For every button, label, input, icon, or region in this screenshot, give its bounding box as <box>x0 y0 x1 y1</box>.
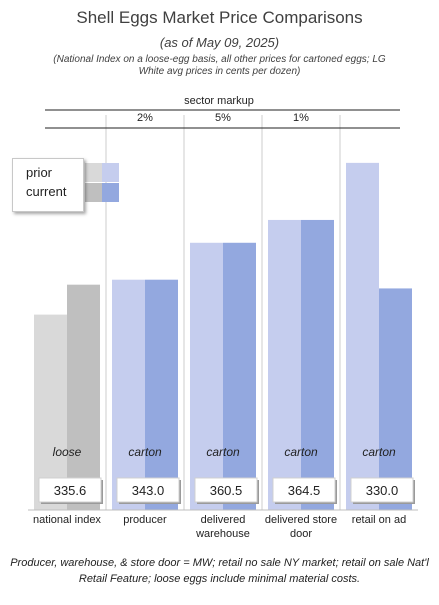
markup-value: 1% <box>293 112 309 124</box>
packaging-label: carton <box>284 445 318 459</box>
bar-prior <box>346 162 379 510</box>
legend-swatch-prior-carton <box>102 163 119 182</box>
value-label: 360.5 <box>210 483 243 498</box>
legend-swatch-current-loose <box>85 183 102 202</box>
legend-swatches <box>13 159 83 211</box>
chart-subtitle: (as of May 09, 2025) <box>159 35 280 50</box>
chart-footnote: Producer, warehouse, & store door = MW; … <box>10 557 429 585</box>
bar-current <box>379 288 412 510</box>
value-label: 330.0 <box>366 483 399 498</box>
category-label: door <box>290 528 312 540</box>
category-label: national index <box>33 514 101 526</box>
packaging-label: loose <box>53 445 82 459</box>
value-label: 343.0 <box>132 483 165 498</box>
value-box <box>38 477 102 503</box>
category-label: warehouse <box>195 528 250 540</box>
category-label: delivered <box>201 514 246 526</box>
packaging-label: carton <box>206 445 240 459</box>
bar-prior <box>34 314 67 510</box>
legend-label-prior: prior <box>26 165 53 180</box>
legend-swatch-prior-loose <box>85 163 102 182</box>
category-label: producer <box>123 514 167 526</box>
value-box <box>272 477 336 503</box>
legend-label-current: current <box>26 184 67 199</box>
bar-prior <box>190 242 223 510</box>
value-label: 335.6 <box>54 483 87 498</box>
bar-current <box>67 284 100 510</box>
markup-header: sector markup <box>184 95 254 107</box>
bar-prior <box>112 279 145 510</box>
category-label: retail on ad <box>352 514 406 526</box>
bar-current <box>301 219 334 510</box>
markup-value: 5% <box>215 112 231 124</box>
chart-note: (National Index on a loose-egg basis, al… <box>53 54 386 77</box>
category-label: delivered store <box>265 514 337 526</box>
bar-prior <box>268 219 301 510</box>
legend: prior current <box>12 158 84 212</box>
value-box <box>350 477 414 503</box>
value-label: 364.5 <box>288 483 321 498</box>
packaging-label: carton <box>362 445 396 459</box>
legend-swatch-current-carton <box>102 183 119 202</box>
bar-current <box>145 279 178 510</box>
chart-title: Shell Eggs Market Price Comparisons <box>76 8 363 27</box>
bar-current <box>223 242 256 510</box>
value-box <box>116 477 180 503</box>
value-box <box>194 477 258 503</box>
packaging-label: carton <box>128 445 162 459</box>
markup-value: 2% <box>137 112 153 124</box>
